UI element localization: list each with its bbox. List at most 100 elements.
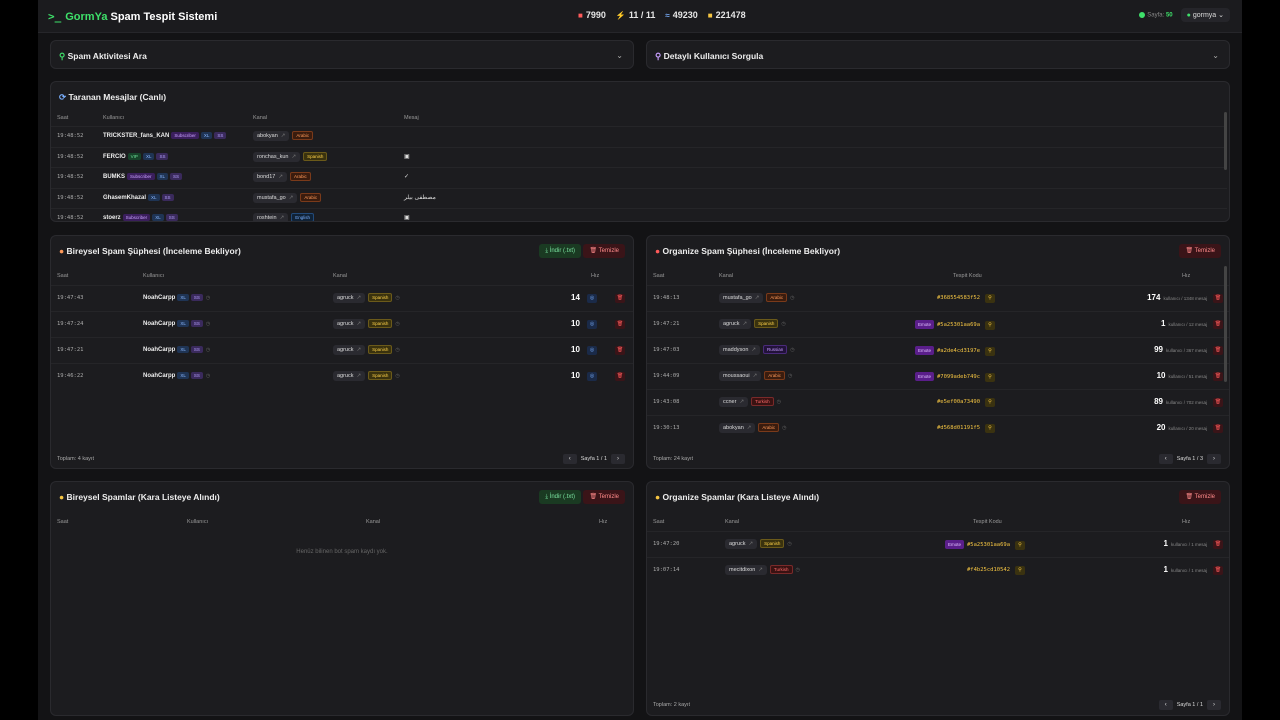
user-name[interactable]: NoahCarpp — [143, 321, 176, 328]
delete-icon[interactable]: 🗑 — [1213, 398, 1223, 407]
col-header-channel: Kanal — [719, 273, 734, 279]
delete-icon[interactable]: 🗑 — [1213, 566, 1223, 575]
delete-icon[interactable]: 🗑 — [1213, 320, 1223, 329]
clear-button[interactable]: 🗑 Temizle — [583, 490, 625, 504]
prev-page-button[interactable]: ‹ — [1158, 700, 1173, 710]
external-link-icon[interactable]: ↗ — [291, 153, 297, 160]
user-query-panel[interactable]: ⚲ Detaylı Kullanıcı Sorgula ⌄ — [646, 40, 1230, 69]
search-icon[interactable]: ⚲ — [1015, 566, 1025, 575]
external-link-icon[interactable]: ↗ — [751, 347, 756, 353]
detection-code[interactable]: #e5ef00a73490 — [936, 399, 980, 405]
prev-page-button[interactable]: ‹ — [1158, 454, 1173, 464]
user-name[interactable]: NoahCarpp — [143, 347, 176, 354]
channel-link[interactable]: agruck ↗ — [333, 293, 366, 303]
external-link-icon[interactable]: ↗ — [356, 321, 362, 327]
detection-code[interactable]: #5a25301aa69a — [936, 322, 980, 328]
external-link-icon[interactable]: ↗ — [288, 194, 294, 201]
user-name[interactable]: stoerz — [103, 215, 121, 222]
delete-icon[interactable]: 🗑 — [1213, 294, 1223, 303]
channel-link[interactable]: agruck ↗ — [333, 319, 366, 329]
search-icon[interactable]: ⚲ — [1015, 541, 1025, 550]
external-link-icon[interactable]: ↗ — [746, 425, 752, 431]
next-page-button[interactable]: › — [1207, 700, 1221, 710]
external-link-icon[interactable]: ↗ — [356, 347, 362, 353]
delete-icon[interactable]: 🗑 — [615, 346, 625, 355]
channel-link[interactable]: abokyan ↗ — [253, 131, 290, 141]
external-link-icon[interactable]: ↗ — [278, 174, 283, 180]
channel-link[interactable]: roshtein ↗ — [253, 213, 289, 221]
download-button[interactable]: ⤓ İndir (.txt) — [539, 244, 581, 258]
channel-link[interactable]: mustafa_go ↗ — [253, 192, 298, 203]
search-icon[interactable]: ⚲ — [985, 398, 995, 407]
user-menu[interactable]: ● gormya ⌄ — [1180, 8, 1230, 22]
message-icon[interactable]: ◎ — [587, 320, 597, 329]
channel-link[interactable]: agruck ↗ — [719, 319, 752, 329]
user-name[interactable]: NoahCarpp — [143, 373, 176, 380]
search-icon[interactable]: ⚲ — [985, 373, 995, 382]
user-name[interactable]: NoahCarpp — [143, 295, 176, 302]
external-link-icon[interactable]: ↗ — [752, 373, 758, 379]
detection-code[interactable]: #a2de4cd3197e — [936, 348, 980, 354]
channel-link[interactable]: agruck ↗ — [333, 345, 366, 355]
channel-link[interactable]: ronchas_kun ↗ — [253, 151, 301, 162]
prev-page-button[interactable]: ‹ — [562, 454, 577, 464]
scrollbar[interactable] — [1224, 112, 1227, 170]
external-link-icon[interactable]: ↗ — [739, 399, 745, 405]
delete-icon[interactable]: 🗑 — [1213, 372, 1223, 381]
message-icon[interactable]: ◎ — [587, 372, 597, 381]
clear-button[interactable]: 🗑 Temizle — [1179, 490, 1221, 504]
external-link-icon[interactable]: ↗ — [279, 215, 285, 221]
col-header-code: Tespit Kodu — [953, 273, 982, 279]
clear-button[interactable]: 🗑 Temizle — [583, 244, 625, 258]
download-button[interactable]: ⤓ İndir (.txt) — [539, 490, 581, 504]
delete-icon[interactable]: 🗑 — [615, 320, 625, 329]
delete-icon[interactable]: 🗑 — [615, 294, 625, 303]
next-page-button[interactable]: › — [611, 454, 625, 464]
detection-code[interactable]: #f4b25cd10542 — [966, 567, 1010, 573]
speed-cell: 174 kullanıcı / 1348 mesaj — [1147, 293, 1207, 302]
external-link-icon[interactable]: ↗ — [356, 373, 362, 379]
delete-icon[interactable]: 🗑 — [1213, 540, 1223, 549]
channel-link[interactable]: mustafa_go ↗ — [719, 293, 764, 303]
message-icon[interactable]: ◎ — [587, 346, 597, 355]
detection-code[interactable]: #5a25301aa69a — [966, 542, 1010, 548]
channel-link[interactable]: mecitdixon ↗ — [725, 565, 767, 575]
message-icon[interactable]: ◎ — [587, 294, 597, 303]
external-link-icon[interactable]: ↗ — [280, 133, 286, 139]
delete-icon[interactable]: 🗑 — [1213, 424, 1223, 433]
channel-link[interactable]: abokyan ↗ — [719, 423, 756, 433]
user-name[interactable]: FERCIO — [103, 153, 126, 160]
channel-cell: moussaoui ↗ Arabic ◷ — [719, 371, 792, 381]
delete-icon[interactable]: 🗑 — [1213, 346, 1223, 355]
detection-code[interactable]: #368554583f52 — [936, 295, 980, 301]
detection-code[interactable]: #d568d01191f5 — [936, 425, 980, 431]
scrollbar[interactable] — [1224, 266, 1227, 382]
spam-search-panel[interactable]: ⚲ Spam Aktivitesi Ara ⌄ — [50, 40, 634, 69]
delete-icon[interactable]: 🗑 — [615, 372, 625, 381]
channel-link[interactable]: bond17 ↗ — [253, 172, 287, 182]
channel-link[interactable]: moussaoui ↗ — [719, 371, 762, 381]
next-page-button[interactable]: › — [1207, 454, 1221, 464]
detection-code[interactable]: #7099adeb749c — [936, 374, 980, 380]
clock-icon: ◷ — [787, 373, 793, 379]
external-link-icon[interactable]: ↗ — [748, 541, 754, 547]
channel-link[interactable]: ccner ↗ — [719, 397, 749, 407]
external-link-icon[interactable]: ↗ — [754, 295, 760, 301]
clear-button[interactable]: 🗑 Temizle — [1179, 244, 1221, 258]
chevron-down-icon[interactable]: ⌄ — [1212, 51, 1219, 60]
search-icon[interactable]: ⚲ — [985, 347, 995, 356]
search-icon[interactable]: ⚲ — [985, 321, 995, 330]
search-icon[interactable]: ⚲ — [985, 424, 995, 433]
external-link-icon[interactable]: ↗ — [758, 567, 763, 573]
external-link-icon[interactable]: ↗ — [356, 295, 362, 301]
channel-cell: mustafa_go ↗ Arabic ◷ — [719, 293, 795, 303]
channel-link[interactable]: agruck ↗ — [725, 539, 758, 549]
user-name[interactable]: TRICKSTER_fans_KAN — [103, 133, 170, 140]
chevron-down-icon[interactable]: ⌄ — [616, 51, 623, 60]
channel-link[interactable]: agruck ↗ — [333, 371, 366, 381]
search-icon[interactable]: ⚲ — [985, 294, 995, 303]
user-name[interactable]: BUMKS — [103, 174, 125, 181]
user-name[interactable]: GhasemKhazal — [103, 194, 147, 201]
channel-link[interactable]: maddyson ↗ — [719, 345, 760, 355]
external-link-icon[interactable]: ↗ — [742, 321, 748, 327]
